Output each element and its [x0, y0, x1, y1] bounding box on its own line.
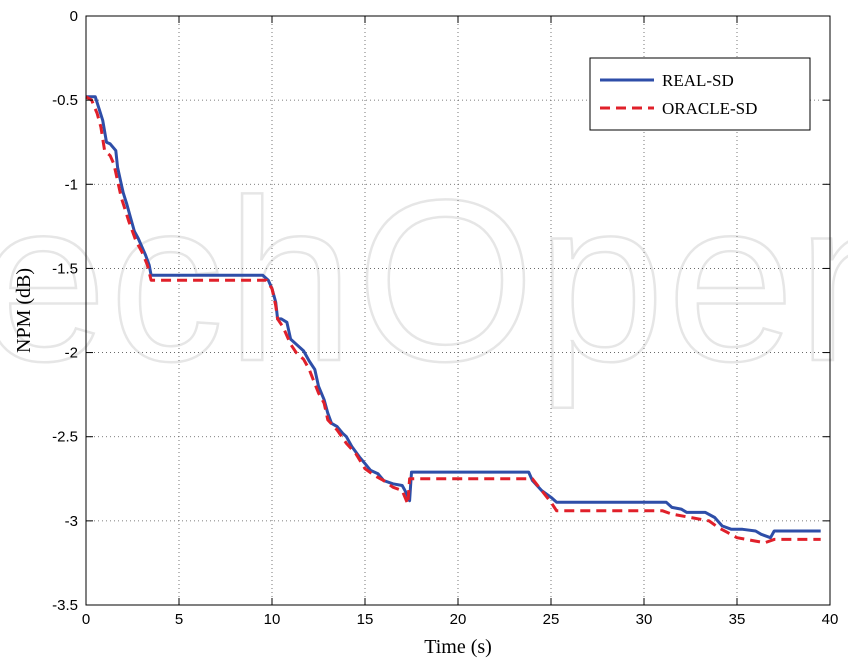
y-tick-label: -2.5 — [52, 429, 78, 446]
x-tick-label: 10 — [264, 611, 281, 628]
legend-label-oracle-sd: ORACLE-SD — [662, 99, 757, 118]
x-axis-label: Time (s) — [424, 636, 492, 658]
x-tick-label: 25 — [543, 611, 560, 628]
y-tick-label: -0.5 — [52, 92, 78, 109]
x-tick-label: 30 — [636, 611, 653, 628]
y-tick-label: -2 — [65, 345, 78, 362]
y-tick-label: -3.5 — [52, 597, 78, 614]
axis-ticks — [85, 15, 831, 606]
watermark-text: techOpen — [0, 152, 848, 409]
legend: REAL-SD ORACLE-SD — [589, 57, 811, 131]
y-tick-label: -3 — [65, 513, 78, 530]
legend-label-real-sd: REAL-SD — [662, 71, 734, 90]
series-line-real-sd — [86, 95, 821, 540]
x-tick-label: 5 — [175, 611, 183, 628]
x-tick-label: 15 — [357, 611, 374, 628]
y-tick-label: 0 — [70, 8, 78, 25]
x-tick-label: 0 — [82, 611, 90, 628]
series-layer — [85, 95, 821, 545]
series-line-oracle-sd — [85, 95, 821, 545]
legend-box — [589, 57, 811, 131]
x-tick-label: 40 — [822, 611, 839, 628]
x-tick-label: 20 — [450, 611, 467, 628]
y-axis-label: NPM (dB) — [13, 268, 35, 353]
y-tick-label: -1 — [65, 176, 78, 193]
tick-labels: 0 5 10 15 20 25 30 35 40 0 -0.5 -1 -1.5 -2 -2.5 -3 -3.5 — [52, 8, 838, 628]
y-tick-label: -1.5 — [52, 260, 78, 277]
x-tick-label: 35 — [729, 611, 746, 628]
